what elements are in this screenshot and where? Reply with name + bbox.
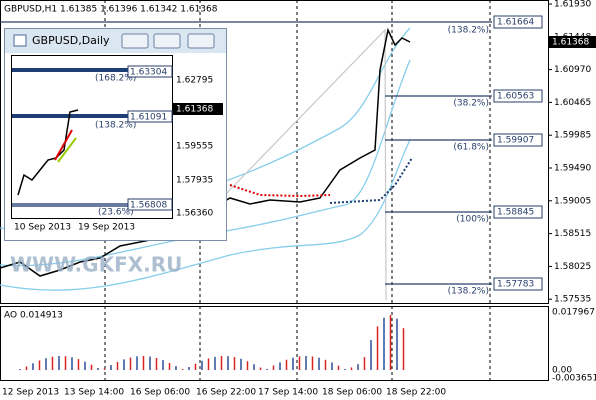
fib-box <box>493 277 543 291</box>
fib-price: 1.63304 <box>130 68 167 78</box>
time-label: 18 Sep 22:00 <box>386 388 446 398</box>
time-label: 18 Sep 06:00 <box>322 388 382 398</box>
price-label: 1.62795 <box>176 76 213 86</box>
price-label: 1.59555 <box>176 142 213 152</box>
fib-box <box>493 15 543 29</box>
ao-label: AO 0.014913 <box>4 311 63 321</box>
ao-axis-label: 0.00 <box>552 366 572 376</box>
time-axis: 12 Sep 2013 13 Sep 14:00 16 Sep 06:00 16 Se… <box>2 388 446 398</box>
time-label: 13 Sep 14:00 <box>64 388 124 398</box>
current-price-box <box>173 103 223 115</box>
ao-pane <box>0 306 549 381</box>
price-label: 1.59985 <box>554 131 591 141</box>
price-label: 1.60465 <box>554 98 591 108</box>
time-label: 12 Sep 2013 <box>2 388 59 398</box>
fib-pct: (100%) <box>456 215 489 225</box>
fib-pct: (138.2%) <box>448 287 489 297</box>
fib-lines <box>0 21 492 285</box>
price-label: 1.59005 <box>554 196 591 206</box>
parabolic-sar <box>329 157 413 204</box>
price-label: 1.57935 <box>176 176 213 186</box>
time-label: 17 Sep 14:00 <box>258 388 318 398</box>
current-price-box <box>549 36 596 48</box>
ao-axis-label: 0.017967 <box>552 308 595 318</box>
price-label: 1.58515 <box>554 229 591 239</box>
fib-labels: (138.2%) 1.61664 (38.2%) 1.60563 (61.8%)… <box>448 15 543 297</box>
fib-box <box>493 133 543 147</box>
daily-window: GBPUSD,Daily (168.2%) 1.63304 (138.2%) 1… <box>4 28 227 241</box>
price-label: 1.59490 <box>554 164 591 174</box>
fib-price: 1.61091 <box>130 113 167 123</box>
time-label: 16 Sep 22:00 <box>196 388 256 398</box>
fib-price: 1.61664 <box>497 18 534 28</box>
daily-price-path <box>17 109 79 196</box>
main-pane <box>0 0 549 304</box>
watermark: WWW.GKFX.RU <box>10 253 182 277</box>
price-label: 1.61930 <box>554 0 591 10</box>
price-label: 1.57535 <box>554 295 591 305</box>
price-label: 1.56360 <box>176 209 213 219</box>
daily-price-axis: 1.62795 1.61368 1.59555 1.57935 1.56360 <box>173 76 223 219</box>
fib-box <box>127 65 173 78</box>
daily-plot <box>11 55 173 219</box>
daily-date: 10 Sep 2013 <box>14 223 71 233</box>
close-button[interactable] <box>187 33 215 49</box>
fib-pct: (61.8%) <box>453 143 489 153</box>
fib-pct: (38.2%) <box>453 99 489 109</box>
fib-price: 1.58845 <box>497 208 534 218</box>
fib-pct: (138.2%) <box>95 121 136 131</box>
ao-axis-label: -0.003651 <box>552 374 596 384</box>
price-path <box>0 27 411 277</box>
fib-box <box>127 198 173 211</box>
price-label: 1.58025 <box>554 262 591 272</box>
header: GBPUSD,H1 1.61385 1.61396 1.61342 1.6136… <box>4 5 218 15</box>
restore-button[interactable] <box>153 33 181 49</box>
daily-date: 19 Sep 2013 <box>78 223 135 233</box>
fib-price: 1.59907 <box>497 136 534 146</box>
daily-indicator <box>57 137 77 163</box>
minimize-button[interactable] <box>121 33 149 49</box>
trend-line <box>219 28 387 301</box>
fib-pct: (138.2%) <box>448 26 489 36</box>
fib-pct: (23.6%) <box>98 208 134 218</box>
ao-histogram <box>19 315 405 370</box>
fib-box <box>493 89 543 103</box>
daily-indicator <box>54 129 73 161</box>
time-label: 16 Sep 06:00 <box>130 388 190 398</box>
current-price: 1.61368 <box>552 38 589 48</box>
fib-box <box>493 205 543 219</box>
price-label: 1.61368 <box>176 105 213 115</box>
fib-pct: (168.2%) <box>95 74 136 84</box>
fib-box <box>127 110 173 123</box>
price-label: 1.60970 <box>554 65 591 75</box>
window-title: GBPUSD,Daily <box>32 34 110 47</box>
fib-price: 1.57783 <box>497 280 534 290</box>
fib-price: 1.56808 <box>130 201 167 211</box>
window-icon <box>13 34 27 47</box>
fib-price: 1.60563 <box>497 92 534 102</box>
